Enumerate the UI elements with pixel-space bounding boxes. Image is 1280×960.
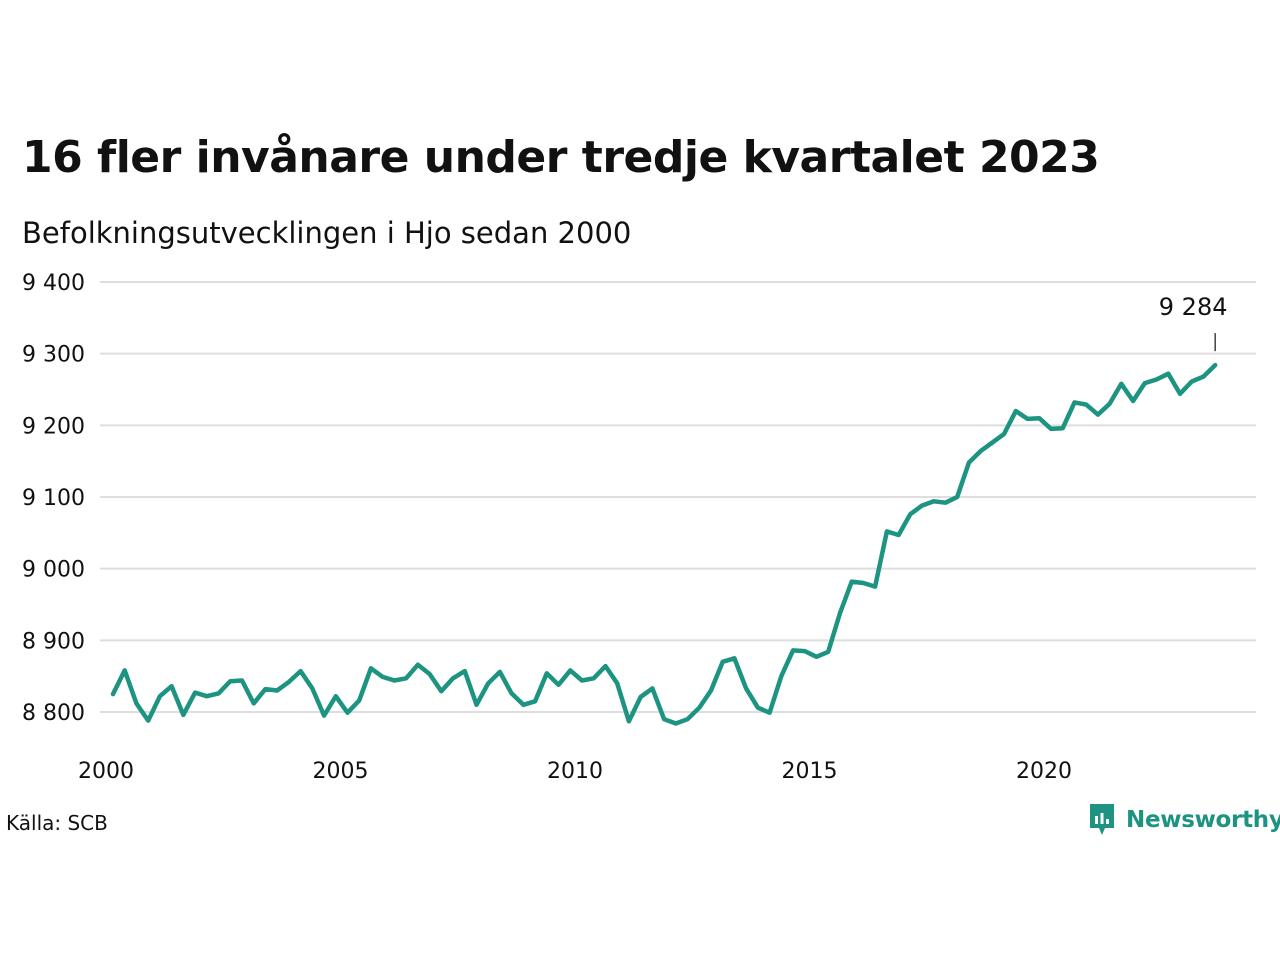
y-tick-label: 9 200 xyxy=(22,414,85,439)
y-tick-label: 8 800 xyxy=(22,701,85,726)
x-tick-label: 2015 xyxy=(782,759,838,784)
y-tick-label: 9 100 xyxy=(22,486,85,511)
x-tick-label: 2010 xyxy=(547,759,603,784)
x-tick-label: 2000 xyxy=(78,759,134,784)
newsworthy-logo-icon xyxy=(1090,804,1114,835)
x-axis-tick-labels: 2000 2005 2010 2015 2020 xyxy=(78,759,1072,784)
population-line xyxy=(110,362,1218,726)
x-tick-label: 2005 xyxy=(313,759,369,784)
chart-title: 16 fler invånare under tredje kvartalet … xyxy=(22,132,1100,183)
y-tick-label: 9 300 xyxy=(22,343,85,368)
brand-name: Newsworthy xyxy=(1126,807,1280,833)
y-tick-label: 8 900 xyxy=(22,629,85,654)
chart-subtitle: Befolkningsutvecklingen i Hjo sedan 2000 xyxy=(22,216,632,250)
y-tick-label: 9 000 xyxy=(22,558,85,583)
source-note: Källa: SCB xyxy=(6,811,108,835)
brand-logo: Newsworthy xyxy=(1088,802,1280,838)
end-value-label: 9 284 xyxy=(1159,293,1228,321)
y-axis-tick-labels: 8 800 8 900 9 000 9 100 9 200 9 300 9 400 xyxy=(22,271,85,726)
y-tick-label: 9 400 xyxy=(22,271,85,296)
x-tick-label: 2020 xyxy=(1016,759,1072,784)
grid-lines xyxy=(100,281,1256,713)
